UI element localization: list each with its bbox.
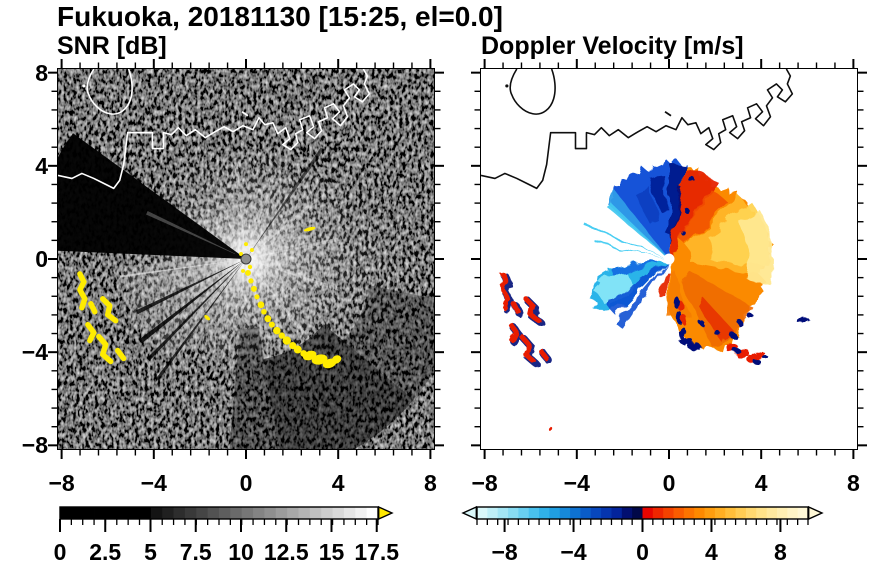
x-tick-label: 0: [662, 470, 676, 496]
aliased-navy-specks: [673, 175, 810, 351]
doppler-panel-title: Doppler Velocity [m/s]: [481, 32, 744, 60]
snr-map-panel: [57, 68, 435, 450]
x-tick-label: 8: [423, 470, 437, 496]
x-tick-label: −8: [48, 470, 75, 496]
figure-title: Fukuoka, 20181130 [15:25, el=0.0]: [57, 1, 503, 32]
x-tick-label: −8: [471, 470, 498, 496]
snr-colorbar: [59, 505, 394, 532]
x-tick-label: 0: [239, 470, 253, 496]
radar-site-disk: [240, 253, 252, 265]
x-tick-label: 4: [331, 470, 345, 496]
colorbar-tick-label: 15: [318, 539, 345, 565]
colorbar-tick-label: −4: [560, 539, 587, 565]
radar-site-hole: [663, 253, 675, 265]
colorbar-tick-label: 2.5: [89, 539, 122, 565]
coastline: [481, 69, 794, 190]
doppler-colorbar: [461, 505, 824, 532]
colorbar-tick-label: 0: [53, 539, 67, 565]
colorbar-tick-label: 4: [705, 539, 718, 565]
x-tick-label: 8: [846, 470, 860, 496]
y-tick-label: 4: [35, 152, 48, 179]
doppler-velocity-map-panel: [480, 68, 858, 450]
y-tick-label: 8: [35, 59, 48, 86]
colorbar-tick-label: 7.5: [179, 539, 212, 565]
doppler-velocity-image: [481, 69, 857, 449]
colorbar-tick-label: 10: [228, 539, 254, 565]
y-tick-label: 0: [35, 246, 48, 272]
colorbar-tick-label: 17.5: [354, 539, 400, 565]
colorbar-tick-label: 5: [144, 539, 157, 565]
y-tick-label: −8: [21, 432, 48, 459]
y-tick-label: −4: [21, 339, 48, 366]
x-tick-label: 4: [754, 470, 768, 496]
clutter-spots-red: [500, 271, 769, 432]
colorbar-tick-label: −8: [491, 539, 518, 565]
colorbar-tick-label: 12.5: [263, 539, 309, 565]
colorbar-tick-label: 0: [636, 539, 649, 565]
coastline: [58, 69, 371, 190]
beam-blockage-wedges: [58, 133, 324, 381]
x-tick-label: −4: [563, 470, 590, 496]
snr-radar-image: [58, 69, 434, 449]
snr-panel-title: SNR [dB]: [57, 32, 167, 60]
ground-clutter-yellow: [74, 226, 342, 388]
x-tick-label: −4: [140, 470, 167, 496]
colorbar-tick-label: 8: [774, 539, 787, 565]
doppler-velocity-fans: [583, 158, 774, 352]
